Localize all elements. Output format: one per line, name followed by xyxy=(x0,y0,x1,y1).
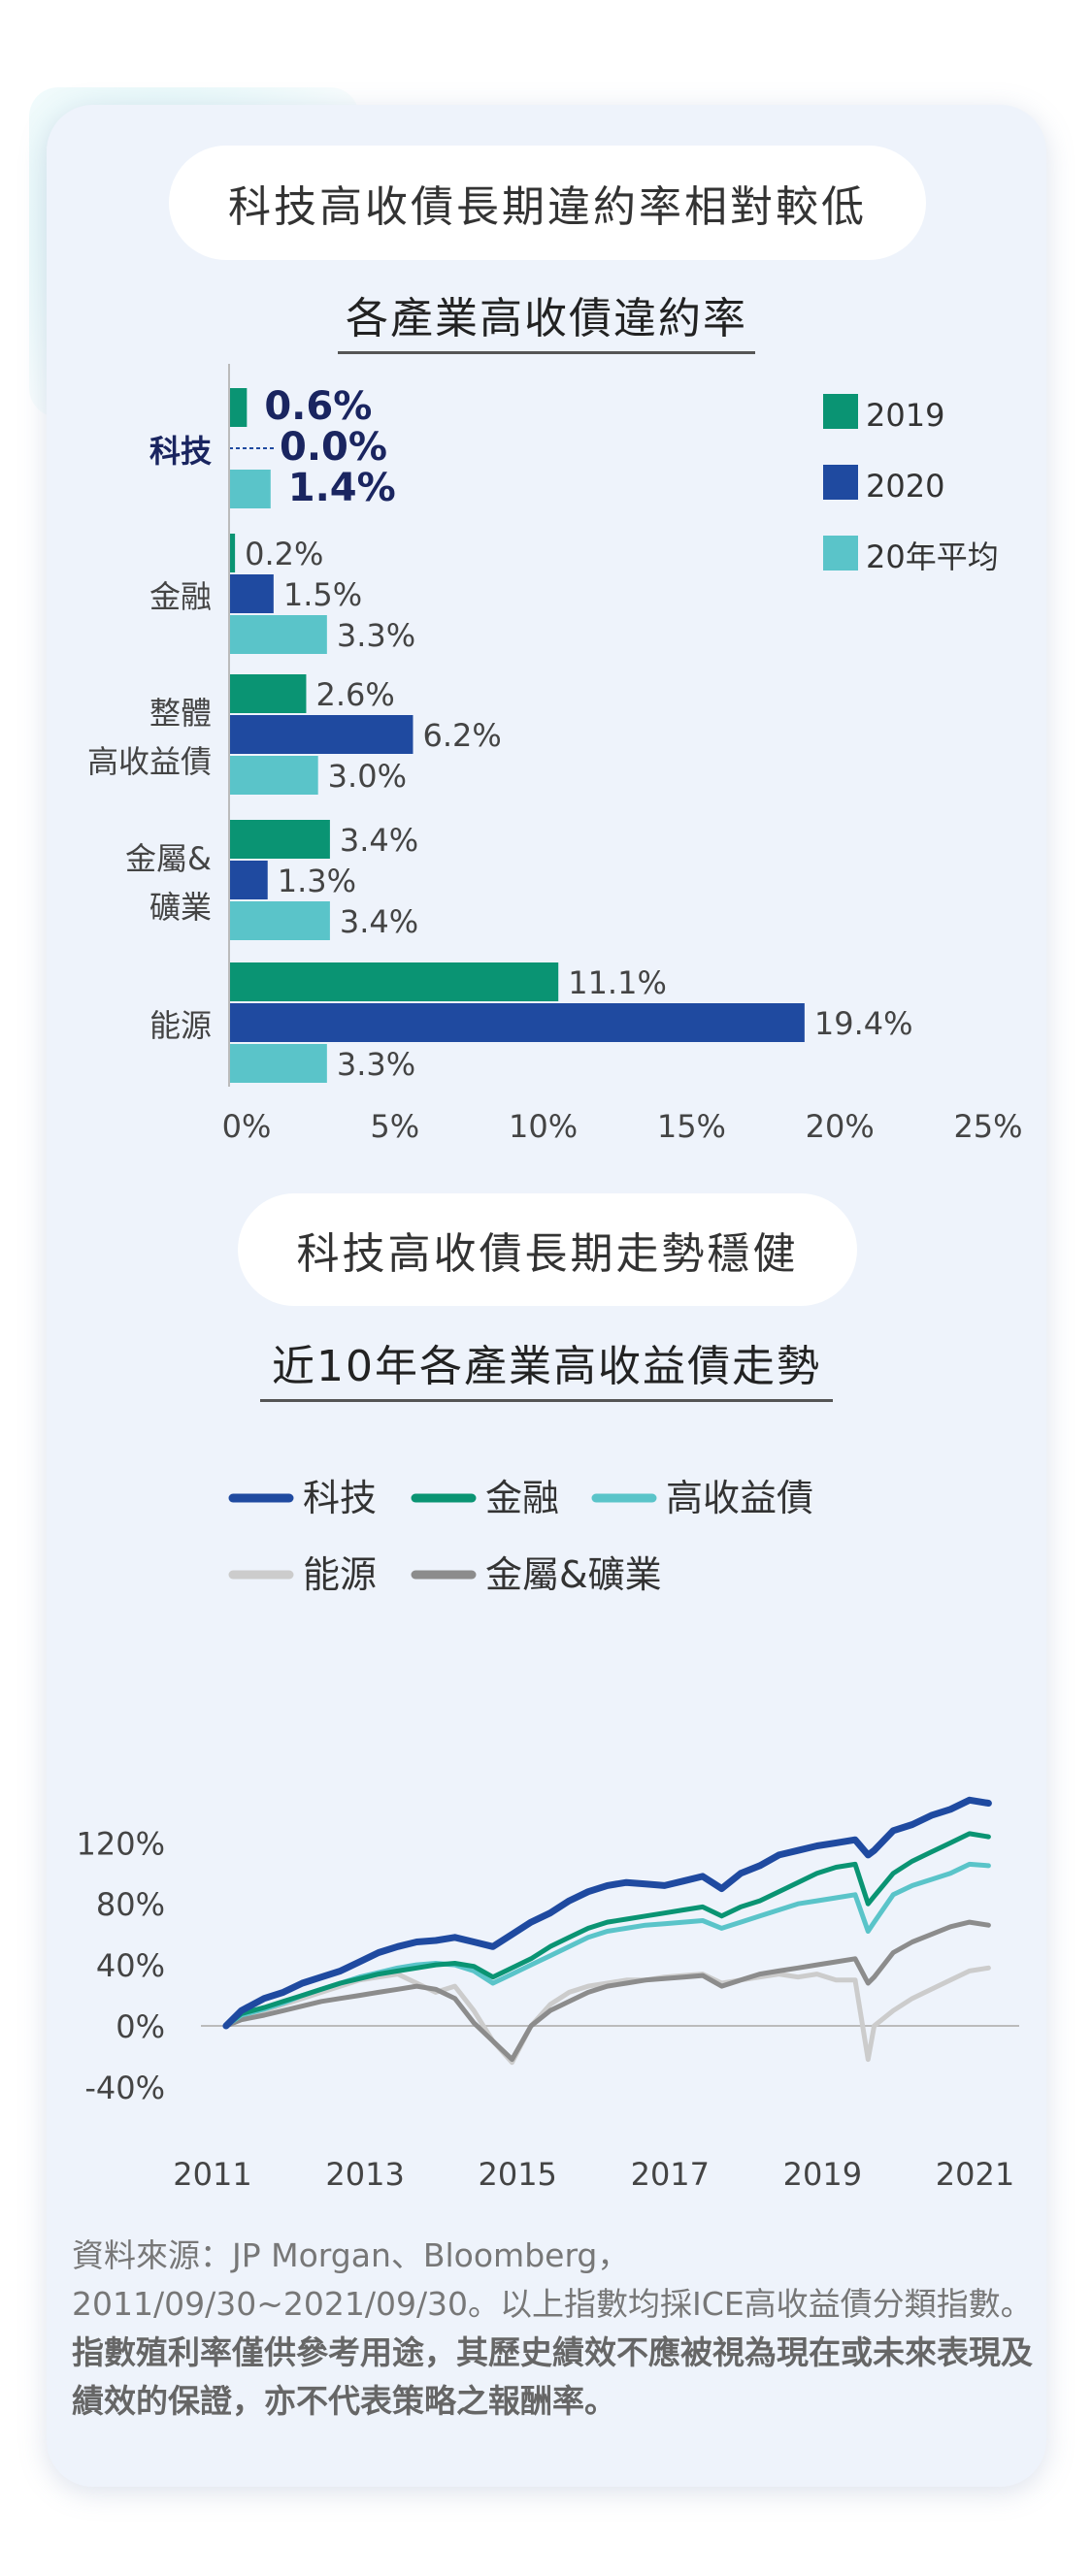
legend-label: 能源 xyxy=(303,1553,377,1596)
x-tick-label: 2021 xyxy=(936,2156,1014,2193)
legend-label: 科技 xyxy=(303,1477,377,1519)
y-tick-label: 80% xyxy=(96,1886,165,1923)
legend-label: 金屬&礦業 xyxy=(485,1553,662,1596)
legend-swatch xyxy=(823,394,858,429)
source-footnote: 資料來源：JP Morgan、Bloomberg，2011/09/30~2021… xyxy=(72,2232,1033,2426)
bar xyxy=(229,615,327,654)
bar xyxy=(229,470,271,508)
bar-value-label: 0.2% xyxy=(245,536,323,572)
legend-label: 2020 xyxy=(866,468,944,505)
bar-value-label: 3.0% xyxy=(328,758,407,795)
legend-swatch xyxy=(823,465,858,500)
category-label: 能源 xyxy=(149,1007,212,1044)
bar xyxy=(229,1003,805,1042)
bar xyxy=(229,715,414,754)
x-tick-label: 2017 xyxy=(631,2156,710,2193)
x-tick-label: 20% xyxy=(806,1108,875,1145)
bar-value-label: 11.1% xyxy=(568,964,667,1001)
x-tick-label: 0% xyxy=(222,1108,272,1145)
bar-value-label: 3.3% xyxy=(337,617,415,654)
bar-value-label: 1.5% xyxy=(283,576,362,613)
x-tick-label: 5% xyxy=(370,1108,419,1145)
x-tick-label: 25% xyxy=(953,1108,1022,1145)
y-tick-label: -40% xyxy=(84,2070,165,2106)
series-line xyxy=(223,1919,991,2063)
section2-pill-title: 科技高收債長期走勢穩健 xyxy=(238,1193,857,1306)
bar-value-label: 1.4% xyxy=(288,466,396,510)
category-label: 金屬& xyxy=(125,840,212,877)
bar xyxy=(229,574,274,613)
footnote-source: 資料來源：JP Morgan、Bloomberg，2011/09/30~2021… xyxy=(72,2236,1033,2323)
bar-value-label: 6.2% xyxy=(422,717,501,754)
bar xyxy=(229,962,559,1001)
bar-value-label: 2.6% xyxy=(315,676,394,713)
bar xyxy=(229,901,330,940)
line-chart-title: 近10年各產業高收益債走勢 xyxy=(260,1331,833,1402)
y-tick-label: 120% xyxy=(77,1825,165,1862)
category-label: 科技 xyxy=(149,433,212,470)
series-line xyxy=(223,1831,991,2029)
bar xyxy=(229,861,268,899)
bar-value-label: 0.6% xyxy=(264,384,372,429)
footnote-disclaimer: 指數殖利率僅供參考用途，其歷史績效不應被視為現在或未來表現及績效的保證，亦不代表… xyxy=(72,2333,1033,2420)
legend-swatch xyxy=(823,536,858,571)
category-label: 高收益債 xyxy=(87,743,212,780)
bar xyxy=(229,534,236,572)
x-tick-label: 15% xyxy=(657,1108,726,1145)
legend-label: 高收益債 xyxy=(666,1477,813,1519)
section1-pill-title: 科技高收債長期違約率相對較低 xyxy=(169,146,926,260)
bar-value-label: 0.0% xyxy=(280,425,387,470)
bar xyxy=(229,820,330,859)
y-tick-label: 0% xyxy=(116,2008,165,2045)
x-tick-label: 10% xyxy=(509,1108,578,1145)
x-tick-label: 2019 xyxy=(783,2156,862,2193)
x-tick-label: 2011 xyxy=(173,2156,251,2193)
bar-value-label: 3.4% xyxy=(340,903,418,940)
legend-label: 20年平均 xyxy=(866,538,999,575)
y-tick-label: 40% xyxy=(96,1947,165,1984)
bar-value-label: 3.3% xyxy=(337,1046,415,1083)
bar xyxy=(229,388,248,427)
sector-trend-line-chart: 120% 80% 40% 0% -40% 2011 2013 2015 2017 2019 2021… xyxy=(77,1477,1019,2193)
category-label: 整體 xyxy=(149,695,212,732)
legend-label: 金融 xyxy=(485,1477,559,1519)
bar xyxy=(229,756,318,795)
bar-value-label: 19.4% xyxy=(814,1005,913,1042)
category-label: 金融 xyxy=(149,578,212,615)
x-tick-label: 2013 xyxy=(325,2156,404,2193)
bar-value-label: 1.3% xyxy=(278,863,356,899)
series-line xyxy=(222,1796,992,2030)
x-tick-label: 2015 xyxy=(478,2156,556,2193)
bar xyxy=(229,674,307,713)
bar xyxy=(229,1044,327,1083)
bar-chart-title: 各產業高收債違約率 xyxy=(338,283,755,354)
category-label: 礦業 xyxy=(149,889,212,926)
bar-value-label: 3.4% xyxy=(340,822,418,859)
legend-label: 2019 xyxy=(866,397,944,434)
